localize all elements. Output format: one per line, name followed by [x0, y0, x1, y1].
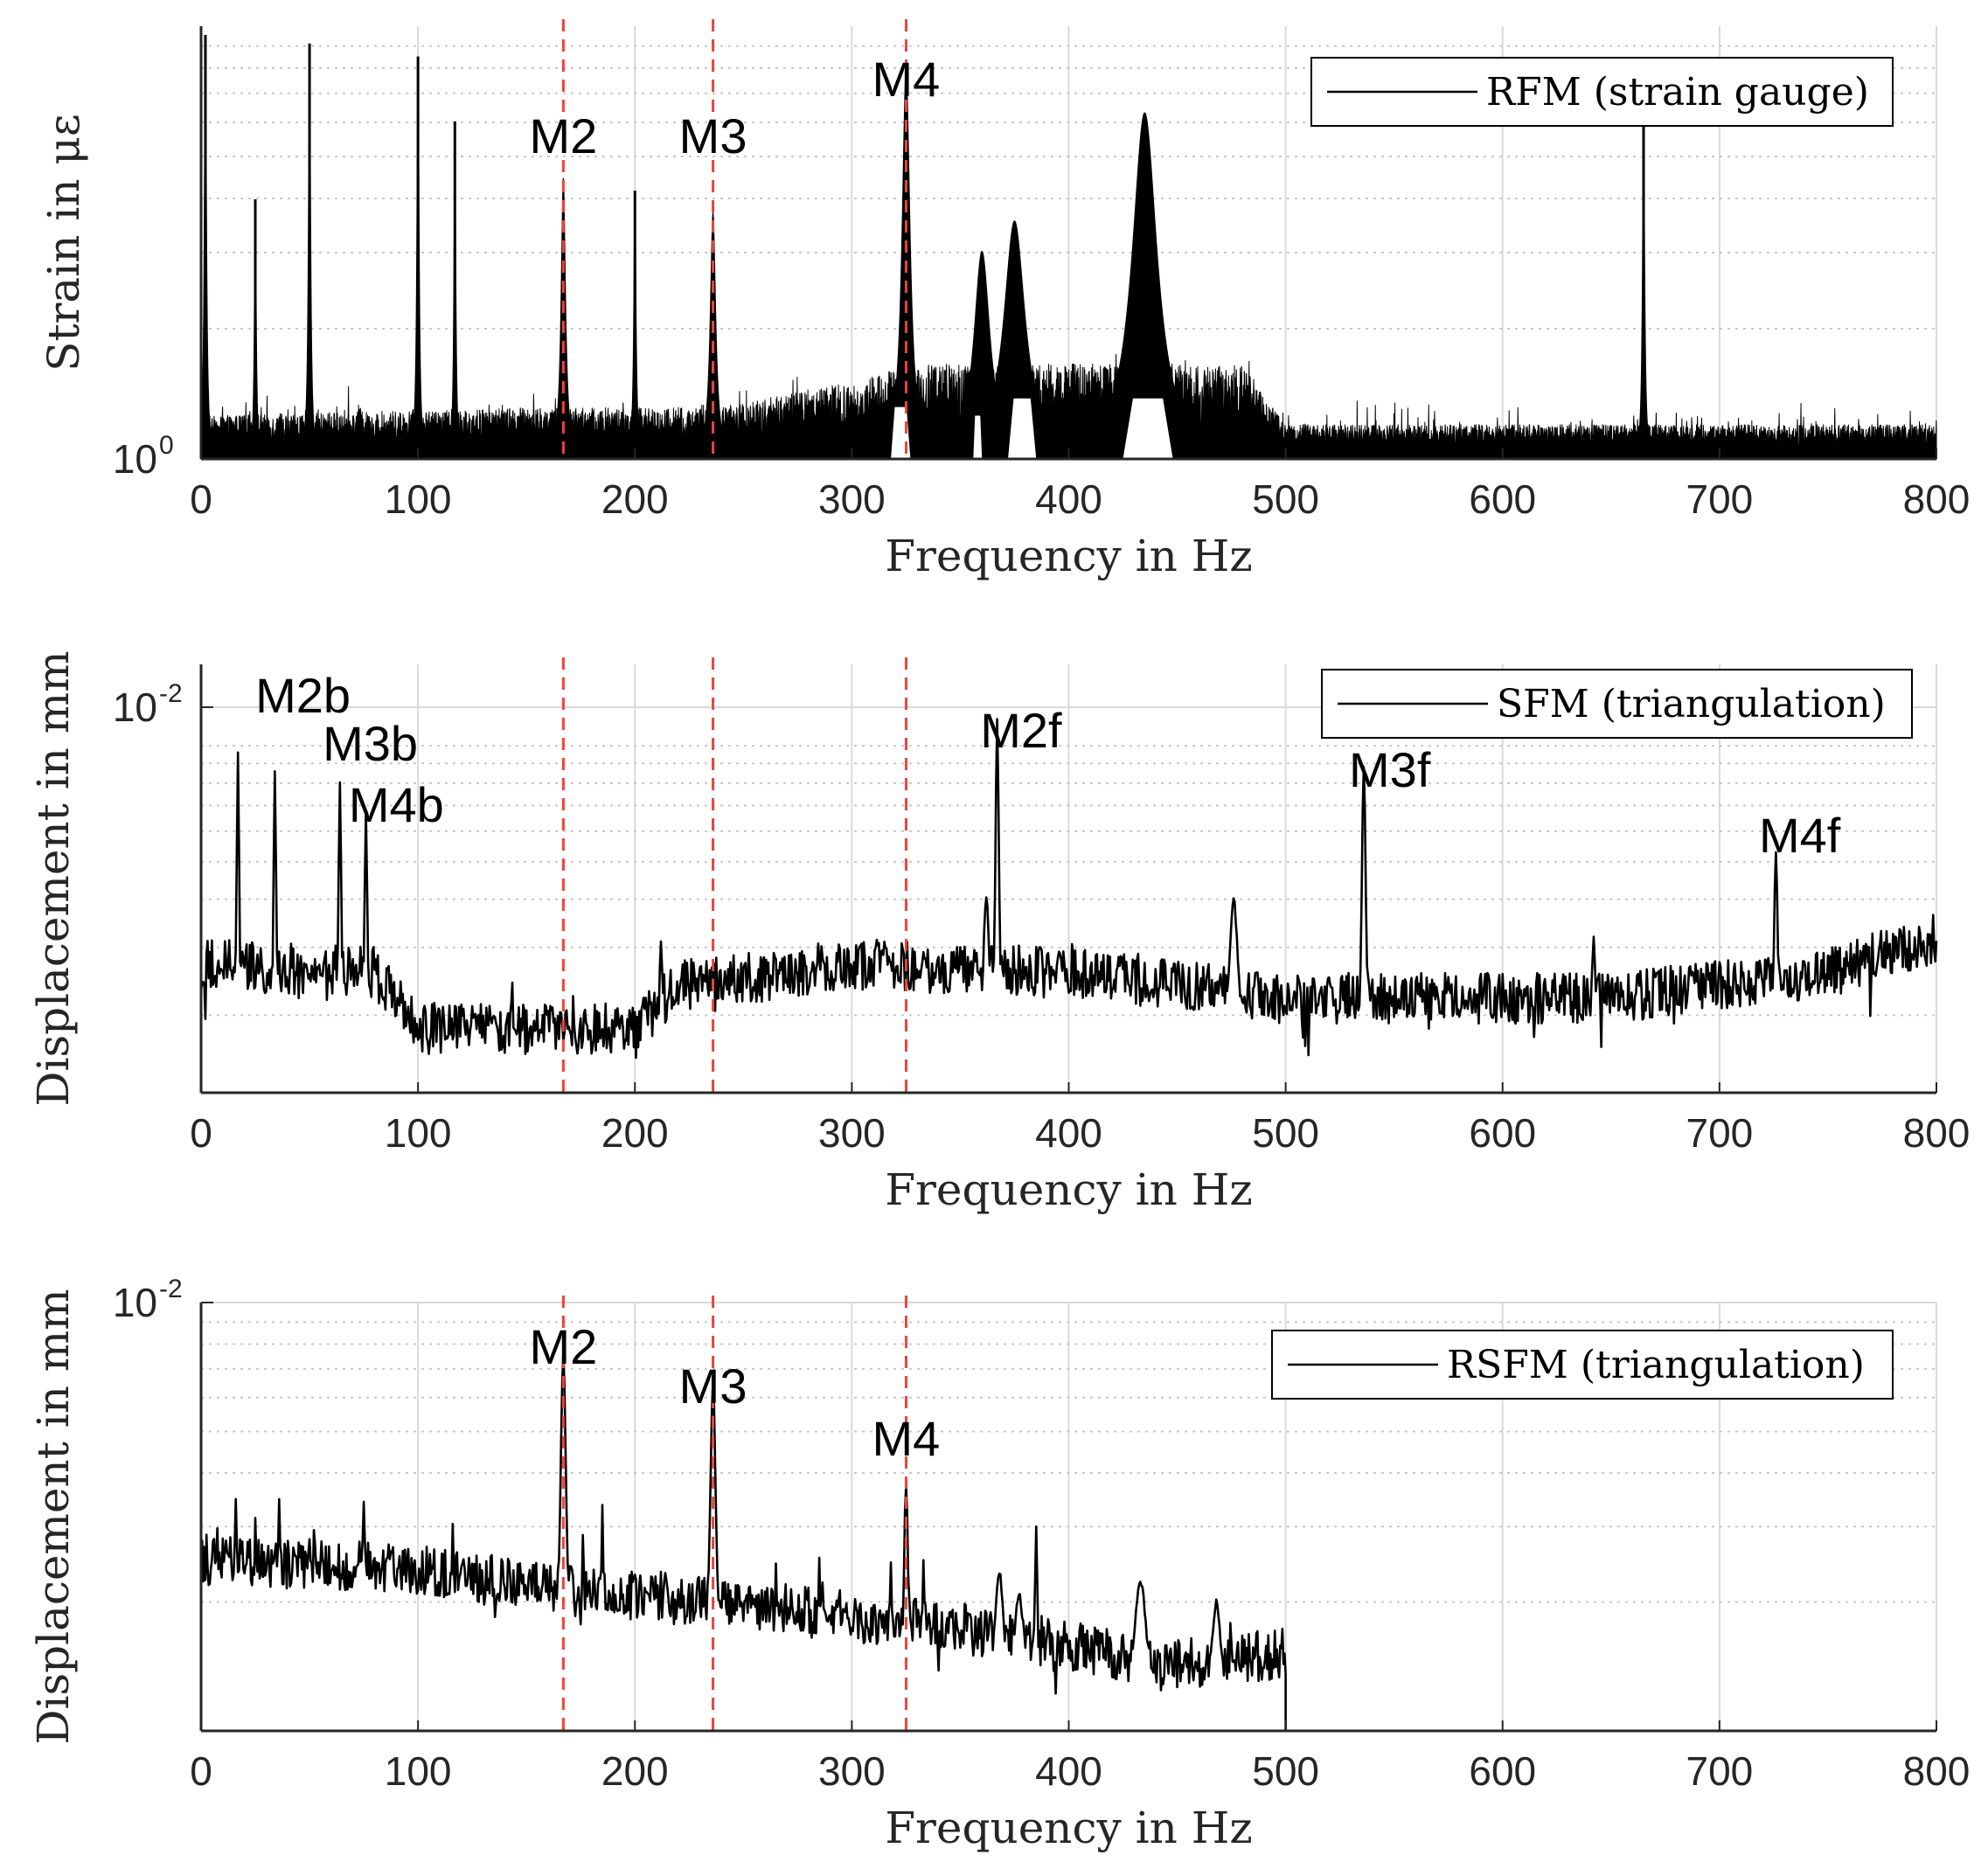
x-axis-label: Frequency in Hz [885, 1803, 1252, 1853]
mode-annotation: M2 [529, 1319, 597, 1374]
x-ticks: 0 100 200 300 400 500 600 700 800 [190, 1720, 1970, 1794]
y-ticks: 10 0 [113, 431, 174, 482]
legend-entry: SFM (triangulation) [1497, 682, 1886, 726]
x-tick-label: 700 [1686, 1748, 1754, 1794]
legend: RFM (strain gauge) [1310, 57, 1894, 127]
x-tick-label: 500 [1252, 1748, 1319, 1794]
x-tick-label: 0 [190, 1110, 212, 1156]
reference-lines [561, 19, 907, 459]
series-rfm [200, 34, 1937, 460]
x-tick-label: 400 [1035, 476, 1102, 522]
x-tick-label: 600 [1469, 1748, 1536, 1794]
x-tick-label: 0 [190, 1748, 212, 1794]
ytick-base: 10 [113, 684, 157, 730]
x-tick-label: 800 [1903, 476, 1971, 522]
x-tick-label: 100 [385, 1110, 452, 1156]
x-tick-label: 500 [1252, 1110, 1319, 1156]
series-sfm [199, 718, 1938, 1060]
legend: SFM (triangulation) [1321, 669, 1913, 739]
x-tick-label: 100 [385, 1748, 452, 1794]
spectrum-gap [973, 415, 983, 459]
x-axis-label: Frequency in Hz [885, 531, 1252, 581]
mode-annotation: M4 [872, 1411, 941, 1466]
mode-annotation: M2f [980, 703, 1062, 758]
mode-annotation: M4b [349, 777, 444, 832]
mode-annotations: M2 M3 M4 [529, 52, 940, 163]
x-tick-label: 300 [818, 476, 886, 522]
x-tick-label: 400 [1035, 1748, 1102, 1794]
x-ticks: 0 100 200 300 400 500 600 700 800 [190, 1082, 1970, 1156]
mode-annotation: M3 [679, 1358, 747, 1414]
x-tick-label: 200 [601, 1110, 669, 1156]
ytick-exponent: -2 [159, 1275, 183, 1303]
legend: RSFM (triangulation) [1271, 1330, 1894, 1400]
x-axis-label: Frequency in Hz [885, 1164, 1252, 1215]
mode-annotation: M2 [529, 108, 597, 163]
mode-annotation: M3f [1349, 742, 1431, 797]
x-tick-label: 200 [601, 1748, 669, 1794]
legend-entry: RSFM (triangulation) [1447, 1343, 1865, 1387]
y-axis-label: Displacement in mm [28, 650, 79, 1106]
x-tick-label: 600 [1469, 1110, 1536, 1156]
x-tick-label: 800 [1903, 1748, 1971, 1794]
x-tick-label: 0 [190, 476, 212, 522]
panel-rsfm: M2 M3 M4 0 100 200 300 400 500 600 700 800 10 -2 F… [28, 1275, 1970, 1853]
reference-lines [561, 1296, 907, 1731]
x-tick-label: 700 [1686, 1110, 1754, 1156]
spectrum-line [199, 718, 1938, 1060]
mode-annotation: M2b [255, 668, 351, 723]
x-tick-label: 700 [1686, 476, 1754, 522]
x-ticks: 0 100 200 300 400 500 600 700 800 [190, 448, 1970, 522]
ytick-exponent: 0 [159, 431, 174, 460]
legend-box [1271, 1330, 1894, 1400]
grid [200, 1302, 1937, 1731]
reference-lines [561, 657, 907, 1093]
series-rsfm [199, 1352, 1287, 1731]
x-tick-label: 100 [385, 476, 452, 522]
mode-annotations: M2 M3 M4 [529, 1319, 940, 1466]
y-axis-label: Strain in με [38, 114, 89, 372]
mode-annotation: M4 [872, 52, 941, 107]
x-tick-label: 300 [818, 1748, 886, 1794]
ytick-base: 10 [113, 436, 157, 482]
x-tick-label: 500 [1252, 476, 1319, 522]
x-tick-label: 800 [1903, 1110, 1971, 1156]
x-tick-label: 300 [818, 1110, 886, 1156]
x-tick-label: 400 [1035, 1110, 1102, 1156]
y-ticks: 10 -2 [113, 1275, 183, 1325]
ytick-base: 10 [113, 1280, 157, 1325]
mode-annotation: M3 [679, 108, 747, 163]
y-axis-label: Displacement in mm [28, 1289, 79, 1744]
spectrum-gap [1123, 398, 1173, 459]
ytick-exponent: -2 [159, 679, 183, 708]
x-tick-label: 600 [1469, 476, 1536, 522]
legend-entry: RFM (strain gauge) [1486, 70, 1869, 115]
x-tick-label: 200 [601, 476, 669, 522]
mode-annotation: M3b [323, 716, 418, 771]
spectrum-line [199, 1352, 1287, 1731]
spectrum-gap [1008, 398, 1037, 459]
mode-annotation: M4f [1759, 808, 1841, 863]
y-ticks: 10 -2 [113, 679, 183, 730]
